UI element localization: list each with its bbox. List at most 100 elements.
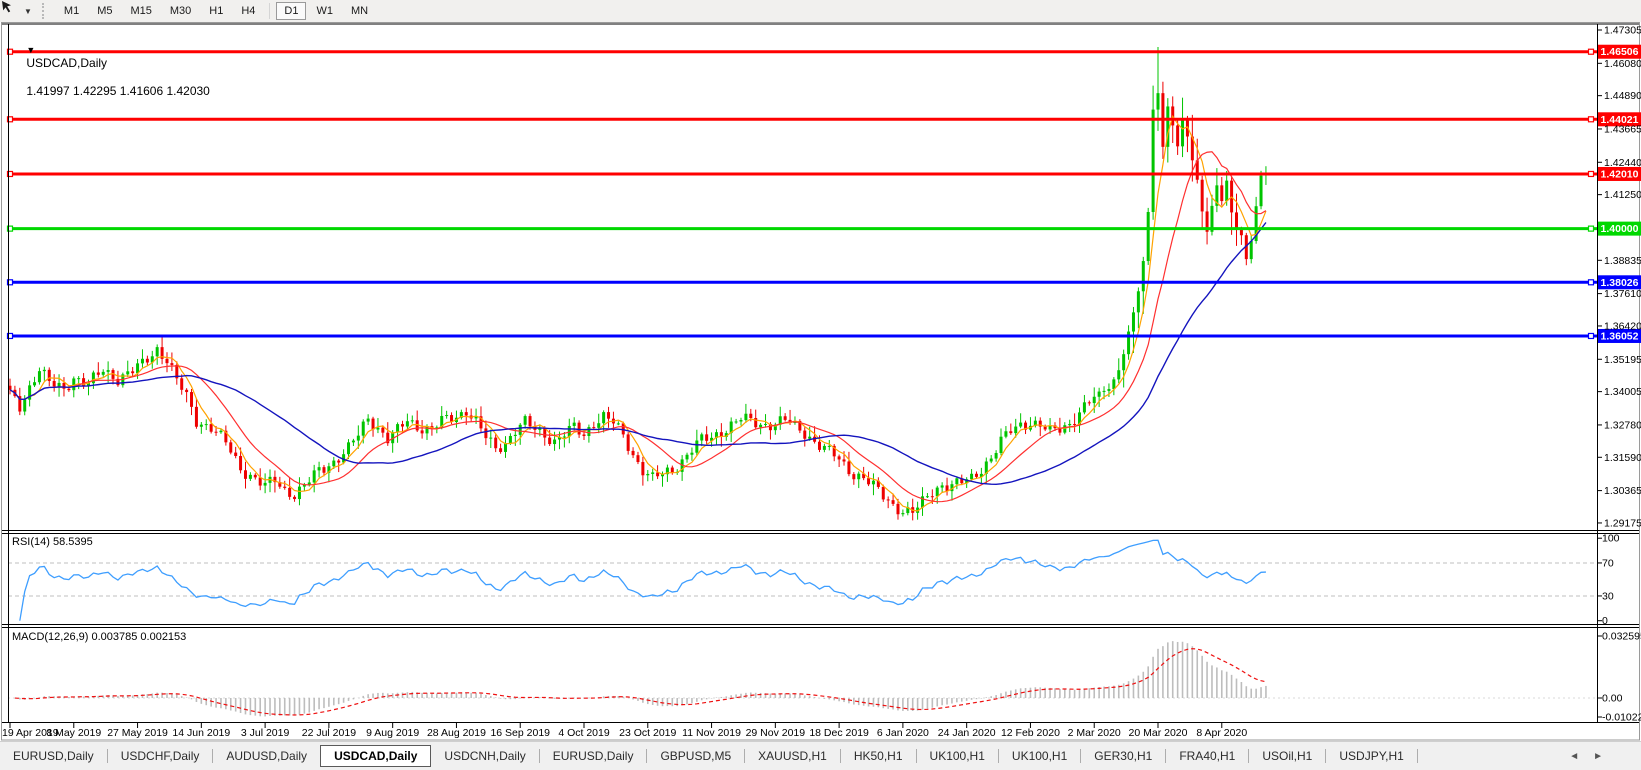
hline-price-badge xyxy=(1598,44,1641,59)
ma-slow-line xyxy=(9,222,1267,486)
toolbar-grip xyxy=(41,3,49,19)
price-tick-label: 1.44890 xyxy=(1604,90,1641,102)
chart-tab-audusd-daily[interactable]: AUDUSD,Daily xyxy=(226,749,308,763)
hline-handle[interactable] xyxy=(6,332,14,340)
rsi-line xyxy=(19,539,1266,621)
macd-tick-label: -0.010227 xyxy=(1602,712,1641,724)
date-tick-label: 19 Apr 2019 xyxy=(2,727,59,739)
tab-divider xyxy=(997,749,999,763)
chart-tab-uk100-h1[interactable]: UK100,H1 xyxy=(929,749,985,763)
tab-divider xyxy=(1416,749,1418,763)
chart-tab-fra40-h1[interactable]: FRA40,H1 xyxy=(1179,749,1236,763)
hline-handle[interactable] xyxy=(1587,170,1595,178)
chart-tab-usdcad-daily[interactable]: USDCAD,Daily xyxy=(320,745,432,767)
timeframe-button-mn[interactable]: MN xyxy=(350,5,369,17)
chart-tab-xauusd-h1[interactable]: XAUUSD,H1 xyxy=(758,749,827,763)
date-tick-label: 9 Aug 2019 xyxy=(366,727,419,739)
hline-handle[interactable] xyxy=(1587,116,1595,123)
date-tick-label: 18 Dec 2019 xyxy=(809,727,869,739)
tab-divider xyxy=(212,749,214,763)
chart-tab-usdjpy-h1[interactable]: USDJPY,H1 xyxy=(1339,749,1404,763)
tab-divider xyxy=(839,749,841,763)
chart-tab-gbpusd-m5[interactable]: GBPUSD,M5 xyxy=(660,749,732,763)
hline-price-badge xyxy=(1598,328,1641,343)
tab-divider xyxy=(1080,749,1082,763)
date-tick-label: 6 Jan 2020 xyxy=(877,727,929,739)
tab-divider xyxy=(646,749,648,763)
timeframe-button-m15[interactable]: M15 xyxy=(130,5,152,17)
svg-text:1.38026: 1.38026 xyxy=(1601,277,1639,289)
rsi-tick-label: 70 xyxy=(1602,557,1614,569)
hline-handle[interactable] xyxy=(6,48,14,55)
price-tick-label: 1.46080 xyxy=(1604,58,1641,70)
tab-scroll-left-icon[interactable]: ◄ xyxy=(1569,750,1580,762)
svg-text:1.46506: 1.46506 xyxy=(1601,46,1639,58)
date-tick-label: 23 Oct 2019 xyxy=(619,727,676,739)
price-tick-label: 1.30365 xyxy=(1604,485,1641,497)
price-tick-label: 1.29175 xyxy=(1604,517,1641,529)
hline-handle[interactable] xyxy=(1587,332,1595,340)
chart-tab-usoil-h1[interactable]: USOil,H1 xyxy=(1262,749,1313,763)
timeframe-buttons: M1 M5 M15 M30 H1 H4 D1 W1 MN xyxy=(55,2,377,20)
moving-averages xyxy=(9,114,1267,512)
rsi-tick-label: 0 xyxy=(1602,615,1608,627)
price-tick-label: 1.41250 xyxy=(1604,189,1641,201)
date-tick-label: 3 Jul 2019 xyxy=(241,727,290,739)
price-tick-label: 1.35195 xyxy=(1604,354,1641,366)
tab-divider xyxy=(1165,749,1167,763)
date-tick-label: 28 Aug 2019 xyxy=(427,727,486,739)
rsi-indicator-label: RSI(14) 58.5395 xyxy=(12,536,93,548)
price-tick-label: 1.36420 xyxy=(1604,320,1641,332)
hline-handle[interactable] xyxy=(6,225,14,232)
chart-window: 1.46506 1.44021 1.42010 1.40000 1.38026 1.360… xyxy=(0,22,1641,741)
tab-divider xyxy=(744,749,746,763)
macd-tick-label: 0.00 xyxy=(1602,693,1623,705)
hline-price-badge xyxy=(1598,166,1641,181)
rsi-tick-label: 30 xyxy=(1602,590,1614,602)
hline-handle[interactable] xyxy=(1587,48,1595,55)
timeframe-button-h1[interactable]: H1 xyxy=(209,5,224,17)
date-tick-label: 8 Apr 2020 xyxy=(1196,727,1247,739)
timeframe-button-d1[interactable]: D1 xyxy=(276,2,307,20)
hline-handle[interactable] xyxy=(6,170,14,178)
price-tick-label: 1.37610 xyxy=(1604,288,1641,300)
hline-handle[interactable] xyxy=(1587,225,1595,232)
date-tick-label: 12 Feb 2020 xyxy=(1001,727,1060,739)
chart-tab-usdchf-daily[interactable]: USDCHF,Daily xyxy=(120,749,200,763)
svg-text:1.44021: 1.44021 xyxy=(1601,114,1639,126)
date-tick-label: 29 Nov 2019 xyxy=(746,727,806,739)
hline-handle[interactable] xyxy=(6,116,14,123)
tool-dropdown-arrow-icon[interactable]: ▼ xyxy=(24,6,32,16)
svg-text:1.36052: 1.36052 xyxy=(1601,330,1639,342)
price-tick-label: 1.34005 xyxy=(1604,386,1641,398)
date-tick-label: 8 May 2019 xyxy=(46,727,101,739)
price-tick-label: 1.38835 xyxy=(1604,255,1641,267)
chart-tab-eurusd-daily[interactable]: EURUSD,Daily xyxy=(552,749,634,763)
symbol-dropdown-icon[interactable]: ▼ xyxy=(26,45,36,55)
timeframe-button-m30[interactable]: M30 xyxy=(169,5,192,17)
chart-tab-ger30-h1[interactable]: GER30,H1 xyxy=(1094,749,1153,763)
macd-indicator-label: MACD(12,26,9) 0.003785 0.002153 xyxy=(12,631,187,643)
chart-tab-uk100-h1[interactable]: UK100,H1 xyxy=(1011,749,1068,763)
timeframe-button-m1[interactable]: M1 xyxy=(63,5,80,17)
macd-histogram xyxy=(14,641,1267,717)
chart-tab-eurusd-daily[interactable]: EURUSD,Daily xyxy=(13,749,94,763)
timeframe-button-h4[interactable]: H4 xyxy=(241,5,256,17)
timeframe-button-m5[interactable]: M5 xyxy=(97,5,113,17)
tab-scroll-right-icon[interactable]: ► xyxy=(1593,750,1603,762)
macd-tick-label: 0.032595 xyxy=(1602,631,1641,643)
hline-price-badge xyxy=(1598,112,1641,127)
tab-scroll-arrows: ◄ ► xyxy=(1569,751,1603,762)
cursor-tool-icon[interactable] xyxy=(2,1,24,20)
chart-tab-hk50-h1[interactable]: HK50,H1 xyxy=(853,749,903,763)
ma-fast-line xyxy=(9,114,1267,512)
rsi-tick-label: 100 xyxy=(1602,533,1620,545)
timeframe-button-w1[interactable]: W1 xyxy=(316,5,333,17)
date-tick-label: 24 Jan 2020 xyxy=(938,727,996,739)
hline-handle[interactable] xyxy=(6,279,14,286)
chart-tab-usdcnh-daily[interactable]: USDCNH,Daily xyxy=(444,749,526,763)
date-tick-label: 16 Sep 2019 xyxy=(490,727,550,739)
price-chart-canvas[interactable]: 1.46506 1.44021 1.42010 1.40000 1.38026 1.360… xyxy=(0,22,1641,741)
hline-handle[interactable] xyxy=(1587,279,1595,286)
chart-tabs: EURUSD,Daily USDCHF,Daily AUDUSD,Daily USDC… xyxy=(0,745,1418,767)
